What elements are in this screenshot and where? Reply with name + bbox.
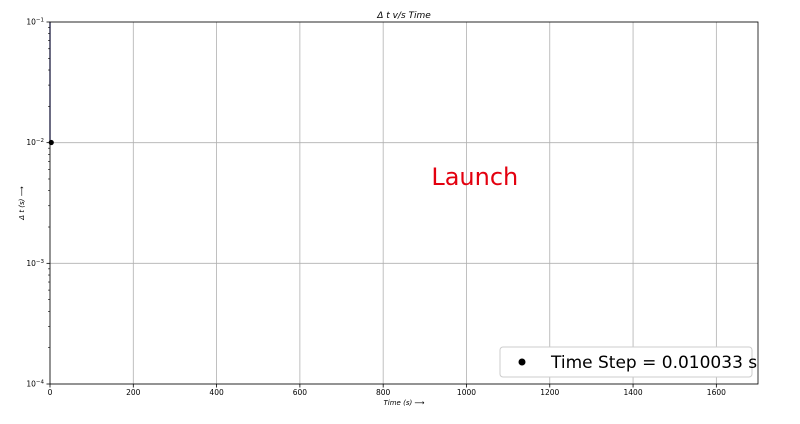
x-tick-label: 1600 [707,388,726,397]
chart-title: Δ t v/s Time [376,11,431,21]
x-tick-label: 1000 [457,388,476,397]
y-tick-label: 10−1 [26,18,44,27]
plot-area-frame [49,21,759,385]
y-axis-label: Δ t (s) ⟶ [18,186,26,220]
x-axis-ticks: 0 200 400 600 800 1000 1200 1400 1600 [48,384,726,397]
y-tick-label: 10−2 [26,138,44,147]
legend: Time Step = 0.010033 s [499,346,757,378]
x-tick-label: 1200 [540,388,559,397]
legend-box [499,346,753,378]
launch-annotation: Launch [431,163,518,191]
y-tick-label: 10−4 [26,380,44,389]
x-tick-label: 1400 [624,388,643,397]
y-axis-ticks: 10−1 10−2 10−3 10−4 [26,18,50,389]
x-tick-label: 0 [48,388,53,397]
legend-marker-icon [518,358,526,366]
x-axis-label: Time (s) ⟶ [384,399,425,407]
x-tick-label: 200 [126,388,141,397]
x-tick-label: 800 [376,388,391,397]
x-tick-label: 600 [293,388,308,397]
legend-entry-label: Time Step = 0.010033 s [550,353,757,373]
x-tick-label: 400 [209,388,224,397]
y-tick-label: 10−3 [26,259,44,268]
